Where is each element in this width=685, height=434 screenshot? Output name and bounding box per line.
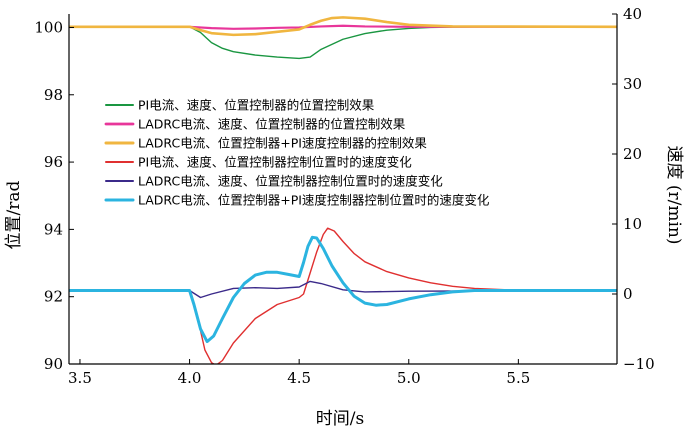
axes-group: 3.5 4.0 4.5 5.0 5.5 90 92 94 96 98 100 −10 0 10 20 30 40 [34, 5, 654, 387]
series-line-3 [69, 16, 617, 37]
series-line-6 [69, 235, 617, 344]
y-tick-label-right: 40 [623, 5, 642, 23]
series-line-4 [69, 227, 617, 364]
y-tick-label-left: 90 [44, 355, 63, 373]
series-line-2 [69, 24, 617, 30]
y-tick-label-left: 98 [44, 86, 63, 104]
legend: PI电流、速度、位置控制器的位置控制效果 LADRC电流、速度、位置控制器的位置控… [104, 98, 490, 208]
x-tick-label: 5.0 [397, 369, 421, 387]
y-tick-label-left: 94 [44, 220, 63, 238]
series-line-5 [69, 280, 617, 299]
x-tick-label: 4.0 [178, 369, 202, 387]
x-tick-label: 5.5 [506, 369, 530, 387]
x-tick-label: 3.5 [68, 369, 92, 387]
y-tick-label-right: −10 [623, 355, 655, 373]
legend-label-5: LADRC电流、速度、位置控制器控制位置时的速度变化 [138, 174, 443, 189]
legend-label-6: LADRC电流、位置控制器+PI速度控制器控制位置时的速度变化 [138, 193, 490, 208]
y-tick-label-left: 100 [34, 18, 63, 36]
x-axis-title: 时间/s [316, 409, 364, 429]
y-axis-title-right: 速度 (r/min) [664, 145, 684, 244]
legend-label-3: LADRC电流、位置控制器+PI速度控制器的控制效果 [138, 136, 427, 151]
x-tick-label: 4.5 [287, 369, 311, 387]
y-tick-label-right: 20 [623, 145, 642, 163]
y-tick-label-right: 0 [623, 285, 633, 303]
legend-label-2: LADRC电流、速度、位置控制器的位置控制效果 [138, 117, 406, 132]
legend-label-1: PI电流、速度、位置控制器的位置控制效果 [138, 98, 375, 113]
y-axis-title-left: 位置/rad [4, 180, 24, 249]
y-tick-label-right: 10 [623, 215, 642, 233]
y-tick-label-left: 92 [44, 288, 63, 306]
series-group [69, 16, 617, 364]
y-tick-label-left: 96 [44, 153, 63, 171]
series-line-1 [69, 26, 617, 60]
y-tick-label-right: 30 [623, 75, 642, 93]
legend-label-4: PI电流、速度、位置控制器控制位置时的速度变化 [138, 155, 412, 170]
